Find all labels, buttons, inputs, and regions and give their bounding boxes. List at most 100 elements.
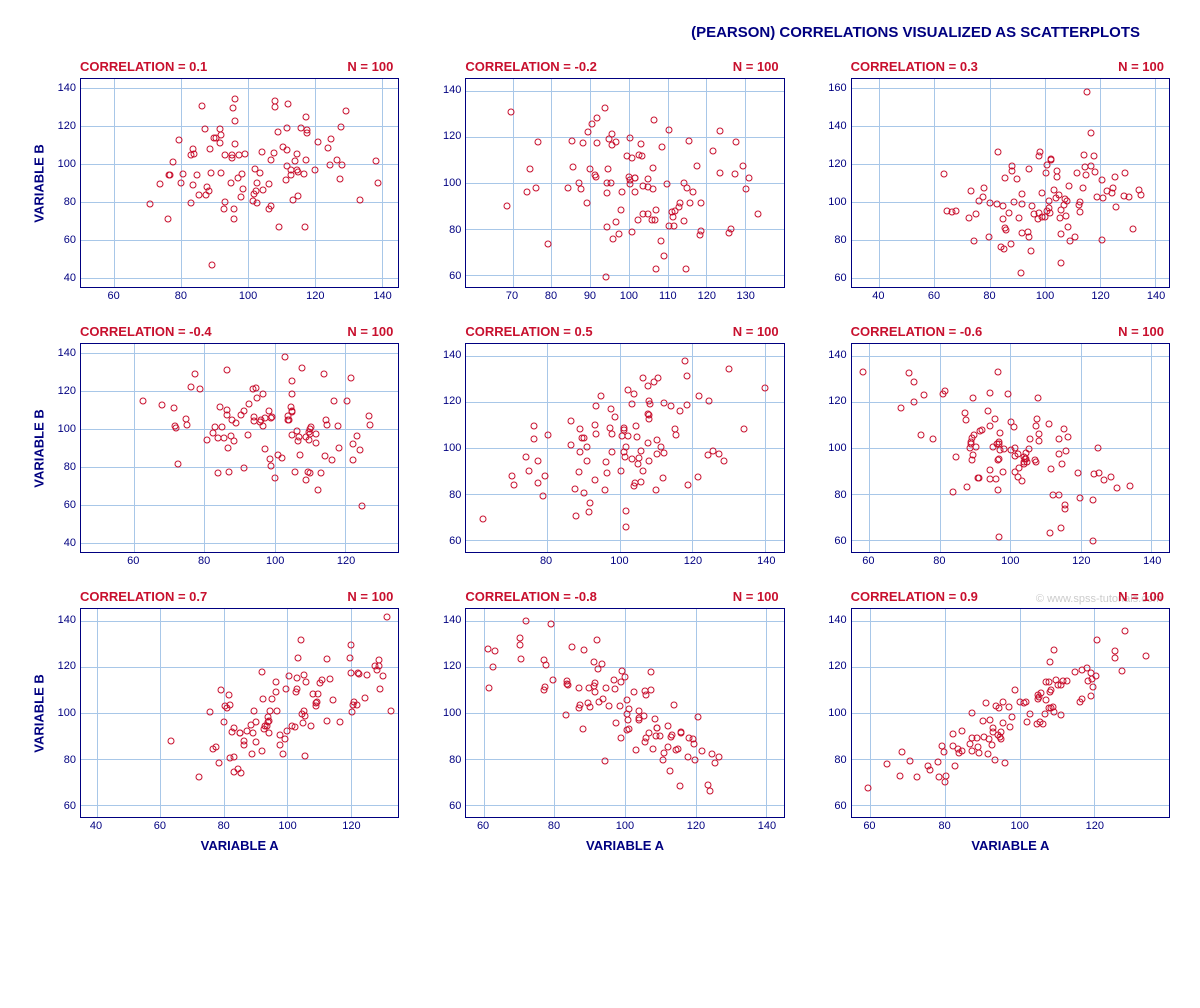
data-point xyxy=(994,457,1001,464)
data-point xyxy=(384,614,391,621)
gridline xyxy=(466,621,783,622)
data-point xyxy=(542,683,549,690)
data-point xyxy=(335,444,342,451)
y-tick: 40 xyxy=(64,537,76,549)
data-point xyxy=(969,395,976,402)
gridline xyxy=(81,543,398,544)
y-tick: 80 xyxy=(834,754,846,766)
data-point xyxy=(1063,447,1070,454)
x-tick: 60 xyxy=(928,290,940,302)
gridline xyxy=(81,202,398,203)
data-point xyxy=(941,749,948,756)
data-point xyxy=(1008,240,1015,247)
data-point xyxy=(175,136,182,143)
gridline xyxy=(466,229,783,230)
data-point xyxy=(968,709,975,716)
data-point xyxy=(594,140,601,147)
data-point xyxy=(1010,424,1017,431)
data-point xyxy=(623,523,630,530)
y-tick: 120 xyxy=(828,660,846,672)
data-point xyxy=(480,516,487,523)
gridline xyxy=(852,126,1169,127)
data-point xyxy=(323,656,330,663)
x-tick: 80 xyxy=(938,820,950,832)
data-point xyxy=(232,96,239,103)
data-point xyxy=(656,733,663,740)
data-point xyxy=(191,371,198,378)
data-point xyxy=(654,374,661,381)
data-point xyxy=(271,149,278,156)
x-tick: 110 xyxy=(659,290,677,302)
data-point xyxy=(637,447,644,454)
data-point xyxy=(265,719,272,726)
data-point xyxy=(275,129,282,136)
data-point xyxy=(363,672,370,679)
data-point xyxy=(195,774,202,781)
data-point xyxy=(1042,170,1049,177)
data-point xyxy=(207,145,214,152)
data-point xyxy=(1035,438,1042,445)
x-tick: 60 xyxy=(154,820,166,832)
data-point xyxy=(995,533,1002,540)
data-point xyxy=(288,166,295,173)
data-point xyxy=(911,379,918,386)
data-point xyxy=(292,468,299,475)
data-point xyxy=(982,700,989,707)
data-point xyxy=(1032,423,1039,430)
y-tick: 140 xyxy=(828,349,846,361)
data-point xyxy=(355,670,362,677)
data-point xyxy=(667,768,674,775)
data-point xyxy=(294,685,301,692)
y-axis-label: VARIABLE B xyxy=(32,674,47,752)
data-point xyxy=(221,718,228,725)
data-point xyxy=(1033,459,1040,466)
y-tick: 60 xyxy=(449,535,461,547)
y-tick: 80 xyxy=(449,489,461,501)
y-tick: 60 xyxy=(449,270,461,282)
data-point xyxy=(584,458,591,465)
data-point xyxy=(685,137,692,144)
data-point xyxy=(146,201,153,208)
data-point xyxy=(676,407,683,414)
data-point xyxy=(1019,229,1026,236)
data-point xyxy=(597,393,604,400)
gridline xyxy=(852,88,1169,89)
data-point xyxy=(231,438,238,445)
y-tick: 120 xyxy=(58,385,76,397)
data-point xyxy=(199,103,206,110)
data-point xyxy=(1112,648,1119,655)
data-point xyxy=(571,486,578,493)
data-point xyxy=(249,729,256,736)
data-point xyxy=(1077,208,1084,215)
x-tick: 140 xyxy=(757,555,775,567)
data-point xyxy=(1011,198,1018,205)
y-tick: 80 xyxy=(64,754,76,766)
data-point xyxy=(232,141,239,148)
data-point xyxy=(1056,435,1063,442)
data-point xyxy=(975,198,982,205)
data-point xyxy=(486,685,493,692)
x-tick: 100 xyxy=(278,820,296,832)
data-point xyxy=(603,458,610,465)
data-point xyxy=(535,458,542,465)
data-point xyxy=(217,170,224,177)
n-label: N = 100 xyxy=(347,324,393,339)
data-point xyxy=(580,646,587,653)
data-point xyxy=(330,398,337,405)
data-point xyxy=(246,401,253,408)
data-point xyxy=(1118,668,1125,675)
data-point xyxy=(229,104,236,111)
gridline xyxy=(248,79,249,287)
gridline xyxy=(466,540,783,541)
data-point xyxy=(166,172,173,179)
data-point xyxy=(271,103,278,110)
y-tick: 60 xyxy=(64,800,76,812)
data-point xyxy=(1048,687,1055,694)
data-point xyxy=(578,185,585,192)
data-point xyxy=(979,718,986,725)
data-point xyxy=(1064,198,1071,205)
data-point xyxy=(259,422,266,429)
data-point xyxy=(210,135,217,142)
data-point xyxy=(660,749,667,756)
data-point xyxy=(253,179,260,186)
